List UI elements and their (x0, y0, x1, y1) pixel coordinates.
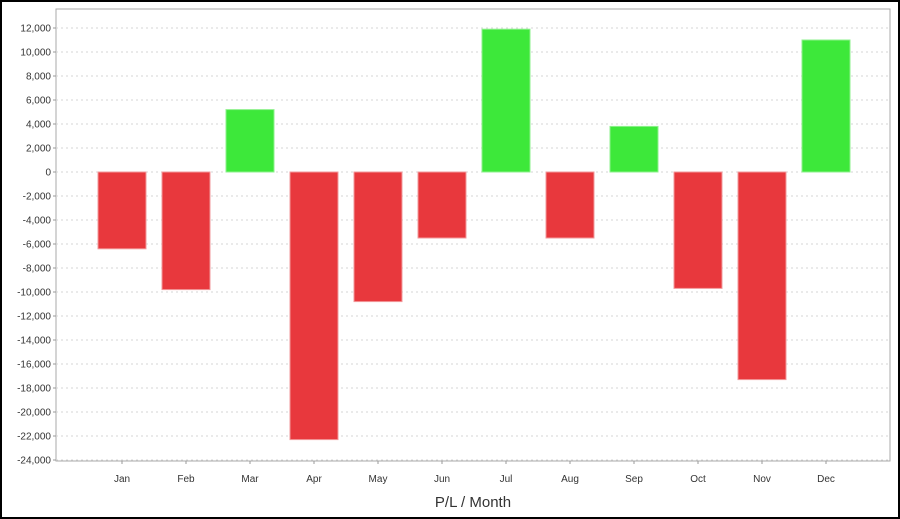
y-tick-label: -14,000 (17, 336, 51, 347)
bar-aug[interactable] (545, 171, 595, 239)
y-tick-label: -8,000 (23, 264, 52, 275)
x-axis-title: P/L / Month (435, 494, 511, 511)
x-tick-label: Jul (500, 474, 513, 485)
y-tick-label: -24,000 (17, 456, 51, 467)
y-tick-label: -16,000 (17, 360, 51, 371)
bar-sep[interactable] (609, 125, 659, 173)
x-tick-label: Dec (817, 474, 835, 485)
y-tick-label: -12,000 (17, 312, 51, 323)
x-tick-label: Oct (690, 474, 706, 485)
x-tick-label: Sep (625, 474, 643, 485)
bar-jun[interactable] (417, 171, 467, 239)
x-tick-label: Apr (306, 474, 322, 485)
y-tick-label: 6,000 (26, 96, 51, 107)
y-tick-label: -20,000 (17, 408, 51, 419)
y-tick-label: 8,000 (26, 72, 51, 83)
x-tick-label: May (369, 474, 388, 485)
bar-apr[interactable] (289, 171, 339, 441)
y-tick-label: -18,000 (17, 384, 51, 395)
y-tick-label: 0 (45, 168, 51, 179)
y-tick-label: -2,000 (23, 192, 52, 203)
x-tick-label: Nov (753, 474, 771, 485)
bar-may[interactable] (353, 171, 403, 303)
y-tick-label: 2,000 (26, 144, 51, 155)
bar-jan[interactable] (97, 171, 147, 250)
y-tick-label: 10,000 (20, 48, 51, 59)
y-tick-label: 12,000 (20, 24, 51, 35)
x-tick-label: Jun (434, 474, 450, 485)
bar-feb[interactable] (161, 171, 211, 291)
y-tick-label: 4,000 (26, 120, 51, 131)
x-tick-label: Feb (177, 474, 195, 485)
x-tick-label: Aug (561, 474, 579, 485)
bar-dec[interactable] (801, 39, 851, 173)
y-tick-label: -22,000 (17, 432, 51, 443)
x-tick-label: Mar (241, 474, 259, 485)
y-tick-label: -6,000 (23, 240, 52, 251)
bar-jul[interactable] (481, 28, 531, 173)
x-tick-label: Jan (114, 474, 130, 485)
bar-oct[interactable] (673, 171, 723, 289)
y-tick-label: -4,000 (23, 216, 52, 227)
bar-nov[interactable] (737, 171, 787, 381)
y-tick-label: -10,000 (17, 288, 51, 299)
bar-mar[interactable] (225, 109, 275, 173)
